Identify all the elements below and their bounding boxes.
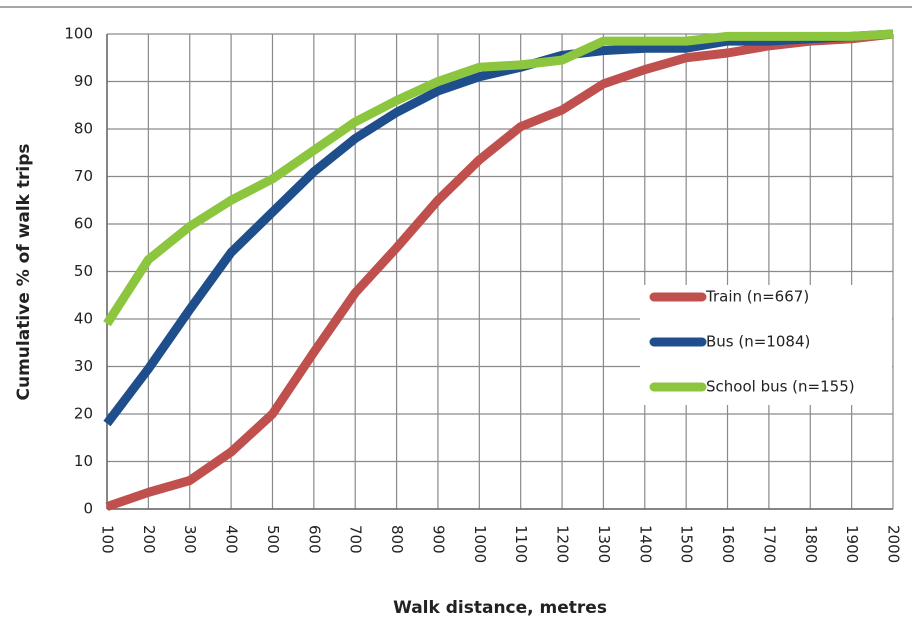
series-line (103, 29, 894, 327)
y-tick-label: 40 (74, 310, 93, 328)
x-tick-label: 1100 (512, 525, 530, 563)
y-tick-label: 10 (74, 452, 93, 470)
x-tick-label: 700 (347, 525, 365, 554)
x-tick-label: 1200 (554, 525, 572, 563)
y-tick-label: 0 (83, 500, 93, 518)
x-axis-title: Walk distance, metres (393, 598, 607, 618)
y-axis-title: Cumulative % of walk trips (14, 144, 34, 401)
x-tick-label: 1400 (636, 525, 654, 563)
y-tick-label: 20 (74, 405, 93, 423)
series-line (105, 29, 894, 511)
x-tick-label: 1700 (760, 525, 778, 563)
x-tick-label: 800 (388, 525, 406, 554)
x-tick-label: 300 (181, 525, 199, 554)
y-tick-label: 90 (74, 72, 93, 90)
x-tick-label: 500 (264, 525, 282, 554)
x-tick-label: 1500 (678, 525, 696, 563)
x-tick-label: 1300 (595, 525, 613, 563)
y-tick-label: 30 (74, 357, 93, 375)
legend-label: School bus (n=155) (706, 378, 855, 396)
x-tick-label: 1000 (471, 525, 489, 563)
x-tick-label: 2000 (885, 525, 903, 563)
y-tick-label: 50 (74, 262, 93, 280)
y-tick-label: 60 (74, 215, 93, 233)
legend-label: Train (n=667) (705, 288, 809, 306)
x-tick-label: 400 (223, 525, 241, 554)
y-tick-label: 100 (64, 25, 93, 43)
x-tick-label: 100 (99, 525, 117, 554)
x-tick-label: 200 (140, 525, 158, 554)
y-tick-label: 70 (74, 167, 93, 185)
x-tick-label: 900 (429, 525, 447, 554)
legend-label: Bus (n=1084) (706, 333, 810, 351)
x-tick-label: 1600 (719, 525, 737, 563)
x-tick-label: 1800 (802, 525, 820, 563)
series-line (103, 29, 894, 427)
x-tick-label: 1900 (843, 525, 861, 563)
x-tick-label: 600 (305, 525, 323, 554)
y-tick-label: 80 (74, 120, 93, 138)
